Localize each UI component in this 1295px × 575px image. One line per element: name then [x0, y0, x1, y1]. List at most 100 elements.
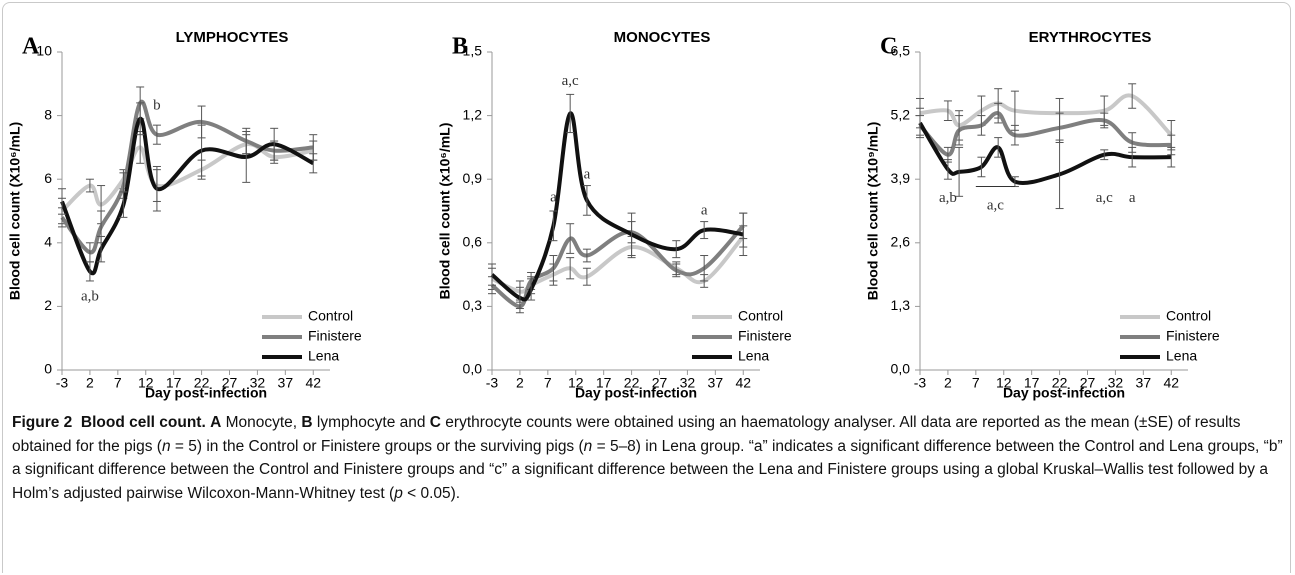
legend-label: Lena [308, 348, 339, 364]
annotation: a,c [1096, 190, 1113, 206]
error-bar [85, 178, 94, 193]
caption-run: lymphocyte and [312, 414, 430, 431]
x-tick-label: 17 [1024, 375, 1040, 391]
x-tick-label: -3 [914, 375, 927, 391]
error-bar [994, 137, 1003, 158]
error-bar [58, 188, 66, 215]
y-tick-label: 0,6 [463, 234, 483, 250]
error-bar [582, 248, 591, 263]
error-bar [955, 115, 964, 146]
x-tick-label: 37 [278, 375, 294, 391]
error-bar [943, 100, 952, 121]
error-bar [955, 146, 964, 197]
x-axis-label: Day post-infection [145, 385, 267, 401]
error-bar [582, 185, 591, 216]
y-tick-label: 0,3 [463, 297, 483, 313]
error-bar [977, 115, 986, 136]
x-tick-label: 7 [972, 375, 980, 391]
error-bar [700, 255, 709, 282]
y-axis-label: Blood cell count (X10⁹/mL) [865, 122, 881, 301]
x-tick-label: 2 [516, 375, 524, 391]
x-tick-label: -3 [56, 375, 69, 391]
annotation: a [584, 166, 591, 182]
x-axis-label: Day post-infection [1003, 385, 1125, 401]
error-bar [1055, 139, 1064, 210]
chart-title: MONOCYTES [614, 29, 711, 46]
error-bar [566, 93, 575, 134]
error-bar [566, 257, 575, 280]
y-tick-label: 10 [36, 43, 52, 59]
x-tick-label: 2 [944, 375, 952, 391]
series-line [919, 93, 1173, 137]
x-tick-label: 17 [166, 375, 182, 391]
series-line [490, 111, 744, 302]
y-tick-label: 1,5 [463, 43, 483, 59]
y-tick-label: 2,6 [891, 234, 911, 250]
panel-label: B [452, 34, 468, 60]
caption-run: erythrocyte counts were obtained using a… [12, 414, 1245, 455]
x-tick-label: 22 [194, 375, 210, 391]
error-bar [994, 102, 1003, 124]
error-bar [1128, 146, 1137, 168]
y-tick-label: 1,3 [891, 297, 911, 313]
caption-run: p [394, 484, 403, 502]
x-tick-label: 32 [1108, 375, 1124, 391]
error-bar [488, 263, 496, 286]
annotation: a,b [939, 190, 957, 206]
series-line [918, 111, 1172, 157]
x-tick-label: 42 [1163, 375, 1179, 391]
y-axis-label: Blood cell count (X10⁶/mL) [7, 122, 23, 300]
annotation: a [1129, 190, 1136, 206]
y-tick-label: 4 [44, 234, 52, 250]
y-tick-label: 0,0 [463, 361, 483, 377]
caption-run: = 5) in the Control or Finistere groups … [170, 437, 584, 455]
error-bar [152, 124, 161, 145]
x-tick-label: 12 [996, 375, 1012, 391]
legend-label: Lena [738, 348, 769, 364]
y-tick-label: 1,2 [463, 106, 483, 122]
caption: Figure 2 Blood cell count. A Monocyte, B… [12, 411, 1284, 505]
error-bar [700, 221, 709, 240]
panel: A LYMPHOCYTES Blood cell count (X10⁶/mL) Da… [7, 29, 362, 401]
series-line [60, 116, 315, 276]
caption-run: C [429, 414, 441, 431]
series-line [60, 99, 314, 255]
x-tick-label: 37 [1136, 375, 1152, 391]
legend-label: Finistere [308, 328, 362, 344]
error-bar [1128, 83, 1137, 109]
x-tick-label: 22 [1052, 375, 1068, 391]
error-bar [549, 255, 558, 282]
caption-run: Figure 2 Blood cell count. [12, 414, 206, 431]
annotation: b [153, 97, 161, 113]
x-axis-label: Day post-infection [575, 385, 697, 401]
x-tick-label: 22 [624, 375, 640, 391]
annotation: a,b [81, 288, 99, 304]
caption-run: A [210, 414, 222, 431]
error-bar [1100, 149, 1109, 161]
chart-title: LYMPHOCYTES [176, 29, 289, 46]
caption-run: = 5–8) in Lena group. “a” indicates a si… [12, 437, 1287, 502]
y-tick-label: 0 [44, 361, 52, 377]
error-bar [672, 240, 681, 259]
annotation: a [701, 202, 708, 218]
x-tick-label: 27 [1080, 375, 1096, 391]
y-tick-label: 8 [44, 106, 52, 122]
y-tick-label: 0,0 [891, 361, 911, 377]
legend-label: Control [1166, 308, 1211, 324]
x-tick-label: 42 [735, 375, 751, 391]
error-bar [977, 156, 986, 178]
error-bar [136, 102, 145, 136]
legend-label: Lena [1166, 348, 1197, 364]
panel: C ERYTHROCYTES Blood cell count (X10⁹/mL) D… [865, 29, 1220, 401]
error-bar [197, 124, 206, 177]
error-bar [1167, 146, 1176, 168]
caption-run: n [161, 437, 171, 455]
panel-label: A [22, 34, 40, 60]
y-tick-label: 6,5 [891, 43, 911, 59]
error-bar [1010, 124, 1019, 146]
legend-label: Finistere [738, 328, 792, 344]
x-tick-label: 32 [250, 375, 266, 391]
y-tick-label: 0,9 [463, 170, 483, 186]
y-tick-label: 5,2 [891, 106, 911, 122]
